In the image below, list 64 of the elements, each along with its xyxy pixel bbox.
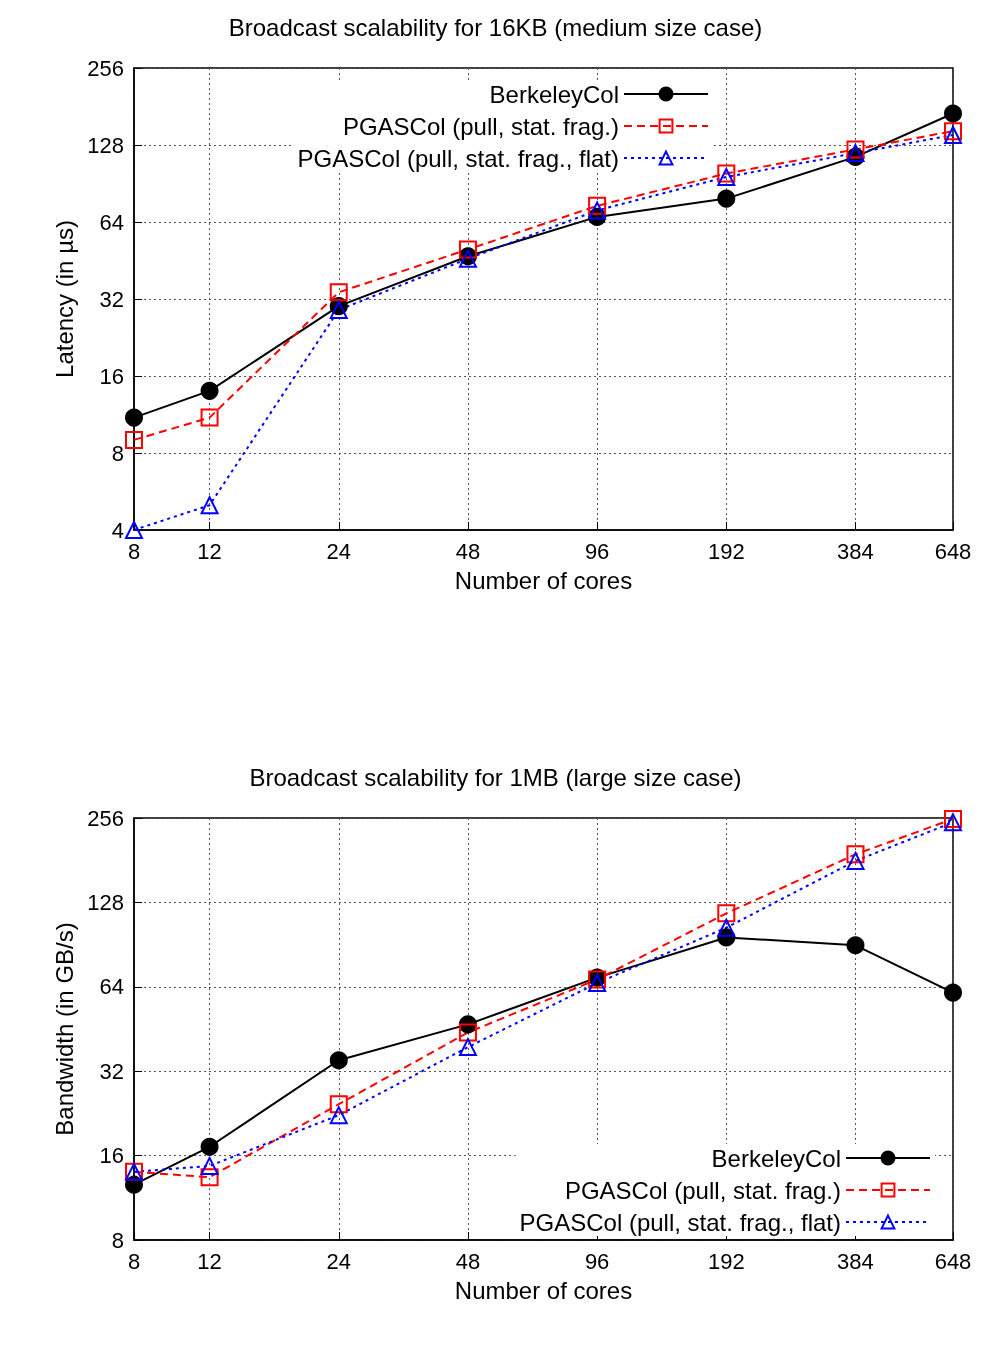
point [329,1106,348,1125]
legend-label: PGASCol (pull, stat. frag.) [342,112,619,140]
point [846,845,865,864]
x-tick-label: 12 [197,1248,222,1274]
y-tick-label: 16 [99,363,124,389]
x-axis-title: Number of cores [454,1276,633,1304]
y-tick-label: 32 [99,286,124,312]
point [200,1137,219,1156]
legend-label: BerkeleyCol [489,80,619,108]
y-tick-label: 64 [99,209,124,235]
point [200,381,219,400]
point [458,1038,477,1057]
point [588,196,607,215]
x-tick-label: 192 [707,538,745,564]
point [717,189,736,208]
point [329,1051,348,1070]
y-tick-label: 16 [99,1143,124,1169]
y-tick-label: 256 [87,55,124,81]
point [458,1023,477,1042]
x-tick-label: 12 [197,538,222,564]
point [588,201,607,220]
point [717,918,736,937]
x-tick-label: 648 [934,1248,972,1274]
y-axis-title: Latency (in µs) [50,220,78,378]
point [200,1156,219,1175]
x-tick-label: 24 [326,1248,351,1274]
x-tick-label: 24 [326,538,351,564]
x-tick-label: 384 [837,538,874,564]
point [717,904,736,923]
y-tick-label: 32 [99,1058,124,1084]
point [329,1095,348,1114]
y-tick-label: 256 [87,805,124,831]
point [588,974,607,993]
x-tick-label: 648 [934,538,972,564]
y-axis-title: Bandwidth (in GB/s) [50,922,78,1136]
point [458,240,477,259]
legend-label: BerkeleyCol [711,1144,841,1172]
x-tick-label: 8 [127,538,141,564]
x-axis-title: Number of cores [454,566,633,594]
chart-title: Broadcast scalability for 16KB (medium size case) [228,13,763,41]
point [329,283,348,302]
point [200,408,219,427]
x-tick-label: 384 [837,1248,874,1274]
point [846,851,865,870]
y-tick-label: 128 [87,889,124,915]
point [846,140,865,159]
x-tick-label: 8 [127,1248,141,1274]
point [200,1168,219,1187]
y-tick-label: 8 [111,1227,124,1253]
point [846,936,865,955]
legend-label: PGASCol (pull, stat. frag., flat) [297,144,619,172]
y-tick-label: 128 [87,132,124,158]
x-tick-label: 96 [584,538,610,564]
y-tick-label: 64 [99,974,124,1000]
x-tick-label: 48 [455,1248,481,1274]
chart-title: Broadcast scalability for 1MB (large size case) [249,763,742,791]
legend-label: PGASCol (pull, stat. frag., flat) [519,1208,841,1236]
y-tick-label: 4 [111,517,124,543]
y-tick-label: 8 [111,440,124,466]
x-tick-label: 48 [455,538,481,564]
x-tick-label: 96 [584,1248,610,1274]
point [200,496,219,515]
legend-label: PGASCol (pull, stat. frag.) [564,1176,841,1204]
x-tick-label: 192 [707,1248,745,1274]
